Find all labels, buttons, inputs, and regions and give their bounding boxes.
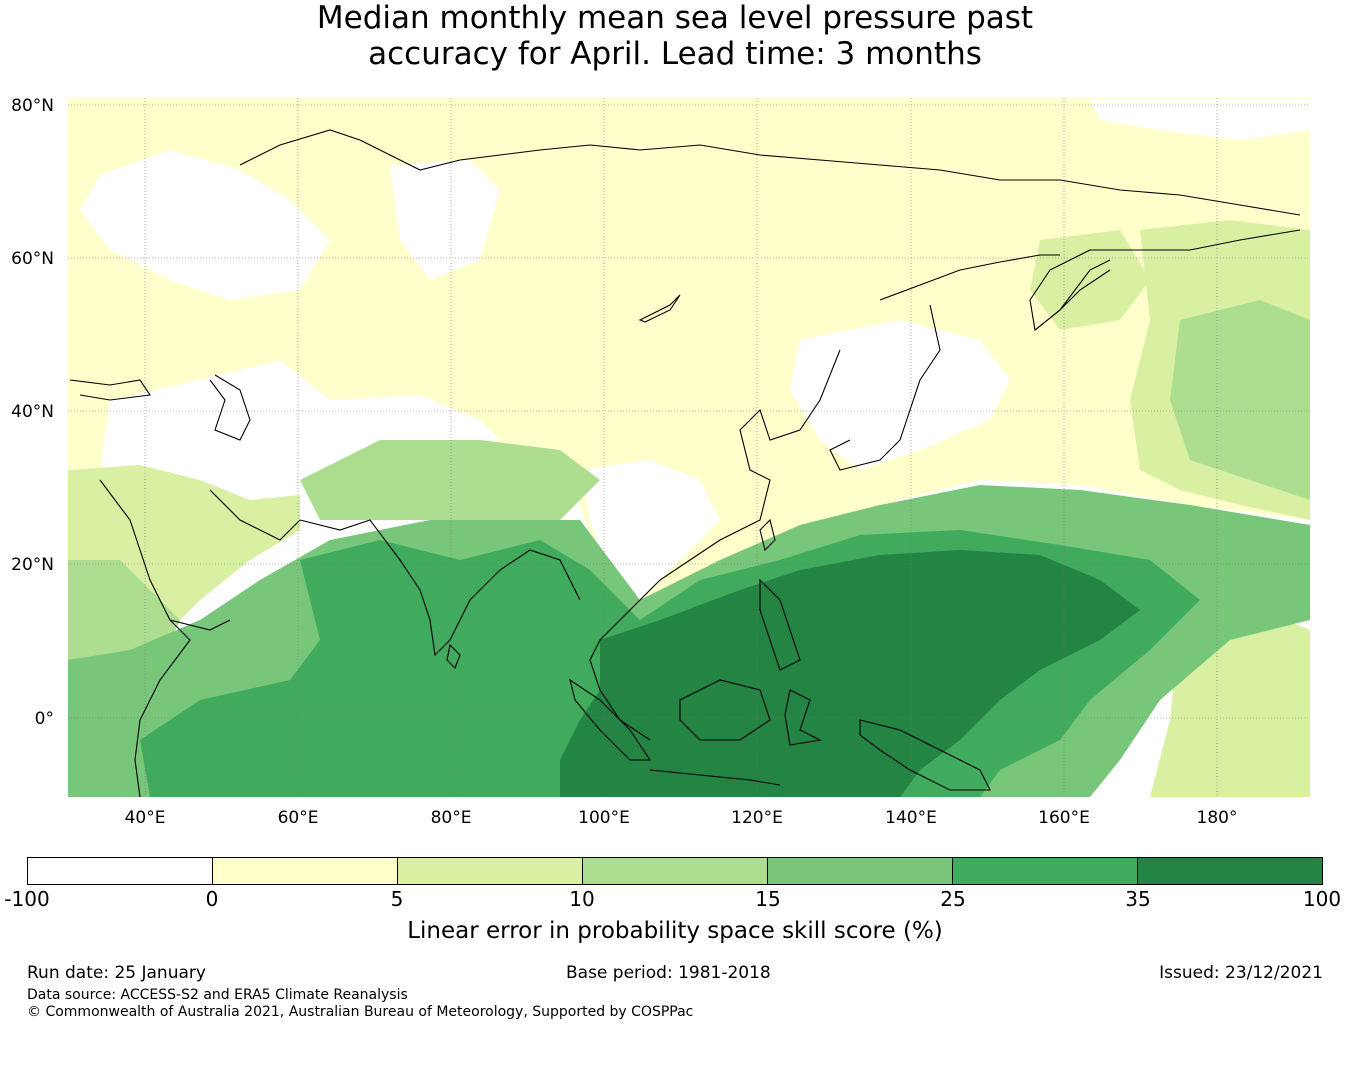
- lon-label: 160°E: [1038, 808, 1090, 828]
- colorbar-segment: [583, 858, 768, 884]
- coastline-baikal: [638, 294, 681, 323]
- coastline-black-sea: [69, 379, 151, 401]
- lat-label: 80°N: [11, 96, 54, 116]
- coastline-africa-east: [134, 619, 191, 798]
- coastline-arctic: [239, 129, 1301, 216]
- coastline-sakhalin-japan: [829, 304, 941, 471]
- region-negative-caspian: [100, 360, 500, 500]
- run-date: Run date: 25 January: [27, 963, 206, 983]
- issued-date: Issued: 23/12/2021: [1159, 963, 1323, 983]
- coastline-arabia: [99, 479, 301, 631]
- coastline-sri-lanka: [446, 643, 461, 669]
- colorbar-title: Linear error in probability space skill …: [407, 918, 943, 944]
- coastline-kamchatka: [1034, 259, 1111, 331]
- region-negative-china: [580, 460, 720, 600]
- map-title-line-1: Median monthly mean sea level pressure p…: [316, 0, 1034, 36]
- colorbar-tick-label: 100: [1302, 887, 1342, 911]
- skill-score-map: 80°N 60°N 40°N 20°N 0° 40°E 60°E 80°E 10…: [11, 96, 1310, 828]
- region-negative-west: [80, 150, 330, 300]
- map-title-line-2: accuracy for April. Lead time: 3 months: [368, 36, 982, 72]
- region-negative-japan: [790, 320, 1010, 470]
- colorbar-segment: [398, 858, 583, 884]
- lon-label: 120°E: [731, 808, 783, 828]
- colorbar-tick-label: 35: [1125, 887, 1151, 911]
- coastlines: [69, 129, 1301, 798]
- region-35-100: [560, 550, 1140, 797]
- region-negative-pacific: [1090, 100, 1310, 140]
- lon-label: 100°E: [578, 808, 630, 828]
- coastline-taiwan: [759, 518, 776, 552]
- colorbar-tick-label: 0: [205, 887, 219, 911]
- coastline-okhotsk: [879, 254, 1060, 301]
- lon-label: 60°E: [278, 808, 319, 828]
- colorbar-tick-label: 10: [569, 887, 595, 911]
- coastline-india: [299, 519, 581, 657]
- lon-labels: 40°E 60°E 80°E 100°E 120°E 140°E 160°E 1…: [125, 808, 1238, 828]
- colorbar-segment: [213, 858, 398, 884]
- region-0-5: [68, 98, 1310, 610]
- colorbar-segment: [953, 858, 1138, 884]
- lat-label: 40°N: [11, 402, 54, 422]
- colorbar-segment: [768, 858, 953, 884]
- colorbar-tick-label: -100: [4, 887, 50, 911]
- colorbar: [27, 857, 1323, 885]
- coastline-philippines: [759, 578, 801, 671]
- skill-regions: [68, 98, 1310, 797]
- coastline-pacific-russia: [1029, 229, 1301, 332]
- lat-label: 20°N: [11, 555, 54, 575]
- lat-label: 0°: [35, 709, 54, 729]
- copyright: © Commonwealth of Australia 2021, Austra…: [27, 1004, 694, 1020]
- coastline-new-guinea: [859, 719, 991, 791]
- lat-label: 60°N: [11, 249, 54, 269]
- coastline-sumatra: [569, 678, 652, 761]
- graticule: [68, 98, 1310, 797]
- lat-labels: 80°N 60°N 40°N 20°N 0°: [11, 96, 54, 729]
- colorbar-segment: [1138, 858, 1322, 884]
- colorbar-tick-label: 5: [390, 887, 404, 911]
- lon-label: 40°E: [125, 808, 166, 828]
- data-source: Data source: ACCESS-S2 and ERA5 Climate …: [27, 987, 408, 1003]
- colorbar-tick-label: 25: [940, 887, 966, 911]
- lon-label: 180°: [1197, 808, 1238, 828]
- colorbar-segment: [28, 858, 213, 884]
- coastline-china-korea: [639, 349, 841, 601]
- colorbar-tick-label: 15: [755, 887, 781, 911]
- region-negative-north: [390, 160, 500, 280]
- base-period: Base period: 1981-2018: [566, 963, 771, 983]
- coastline-caspian: [209, 374, 251, 441]
- lon-label: 140°E: [885, 808, 937, 828]
- region-10-15: [68, 300, 1310, 700]
- coastline-sulawesi: [784, 689, 822, 746]
- coastline-java: [649, 769, 781, 786]
- coastline-borneo: [679, 679, 771, 741]
- lon-label: 80°E: [431, 808, 472, 828]
